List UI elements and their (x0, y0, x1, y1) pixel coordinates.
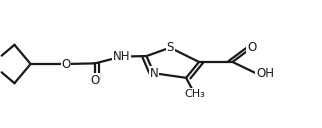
Text: O: O (247, 41, 256, 54)
Text: CH₃: CH₃ (184, 89, 205, 99)
Text: S: S (166, 41, 174, 54)
Text: O: O (62, 57, 71, 71)
Text: O: O (90, 73, 99, 87)
Text: NH: NH (113, 50, 130, 63)
Text: OH: OH (256, 67, 274, 80)
Text: N: N (149, 67, 158, 80)
